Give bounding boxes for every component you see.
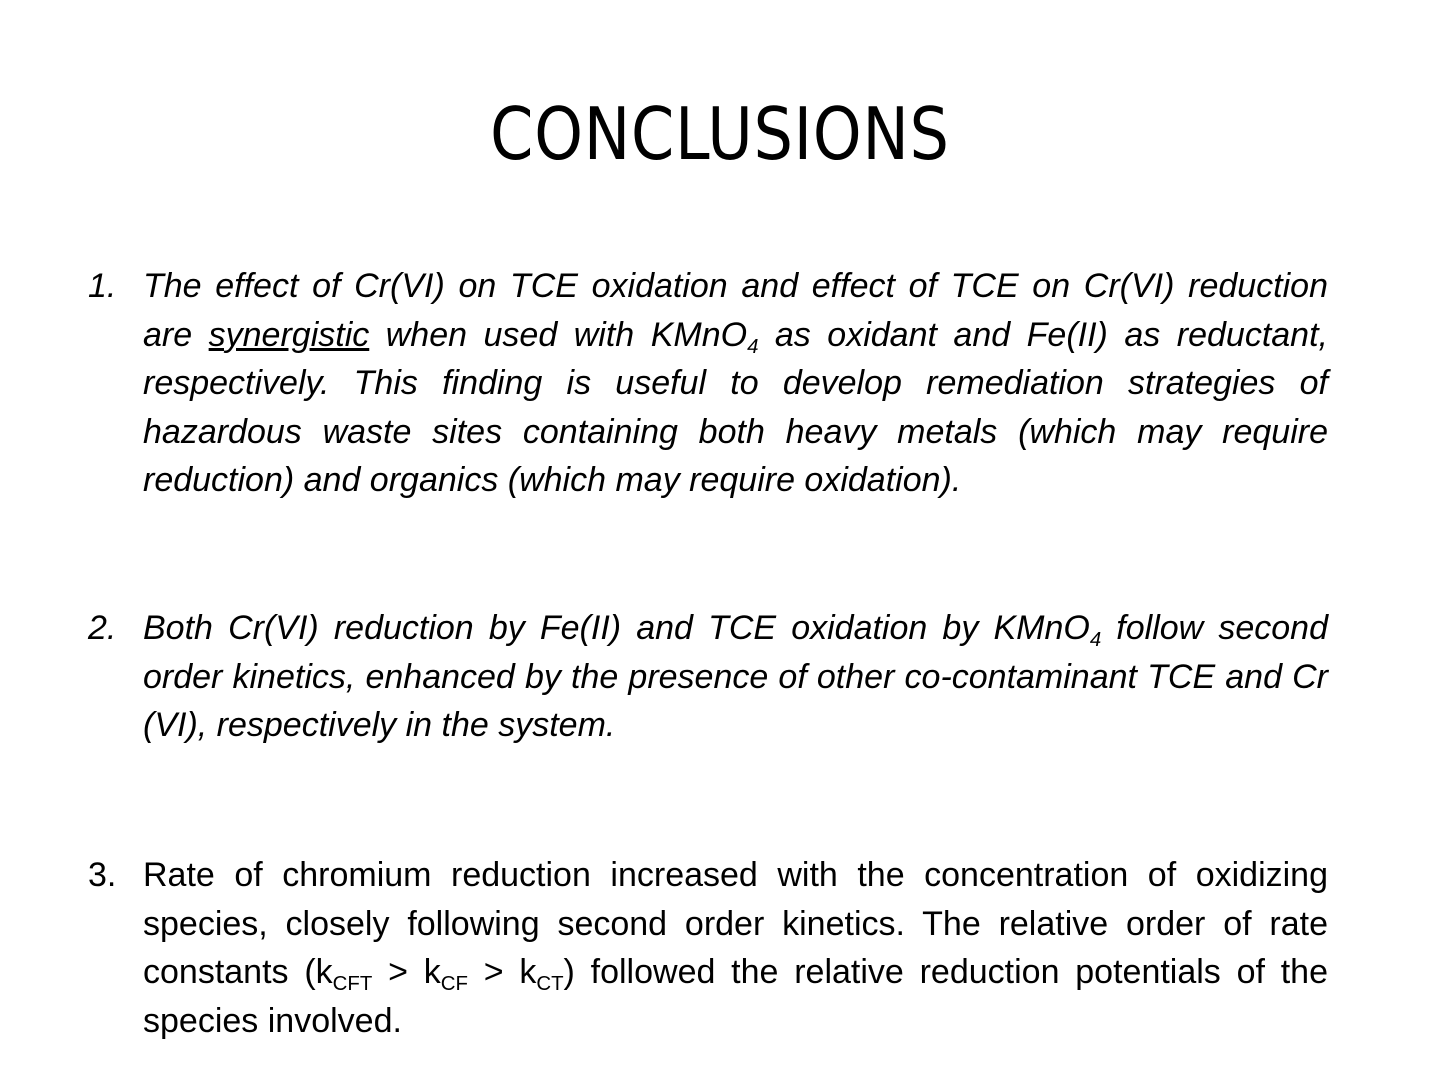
conclusion-item: 1. The effect of Cr(VI) on TCE oxidation… — [88, 262, 1328, 505]
subscript: CT — [536, 973, 564, 996]
slide-title: CONCLUSIONS — [490, 92, 950, 176]
item-number: 2. — [88, 609, 117, 647]
item-number: 1. — [88, 267, 117, 305]
subscript: 4 — [1089, 629, 1102, 652]
item-number: 3. — [88, 856, 117, 894]
text-run: when used with KMnO — [369, 315, 748, 354]
text-run: follow second order kinetics, enhanced b… — [143, 609, 1328, 744]
subscript: CFT — [332, 973, 373, 996]
text-run: > k — [372, 953, 441, 991]
text-run: ) followed the relative reduction potent… — [143, 953, 1329, 1040]
subscript: CF — [440, 973, 468, 996]
text-run: as oxidant and Fe(II) as reductant, resp… — [143, 315, 1328, 500]
item-text: Rate of chromium reduction increased wit… — [143, 851, 1328, 1045]
item-text: Both Cr(VI) reduction by Fe(II) and TCE … — [143, 604, 1328, 750]
text-run: > k — [467, 953, 537, 991]
conclusion-item: 2. Both Cr(VI) reduction by Fe(II) and T… — [88, 604, 1328, 750]
text-run: The effect of Cr(VI) on TCE oxidation an… — [143, 267, 1328, 354]
text-run: Rate of chromium reduction increased wit… — [143, 856, 1328, 991]
conclusion-item: 3. Rate of chromium reduction increased … — [88, 851, 1328, 1045]
item-text: The effect of Cr(VI) on TCE oxidation an… — [143, 262, 1328, 505]
text-run: Both Cr(VI) reduction by Fe(II) and TCE … — [143, 609, 1090, 647]
subscript: 4 — [747, 335, 759, 358]
underlined-term: synergistic — [208, 315, 370, 354]
